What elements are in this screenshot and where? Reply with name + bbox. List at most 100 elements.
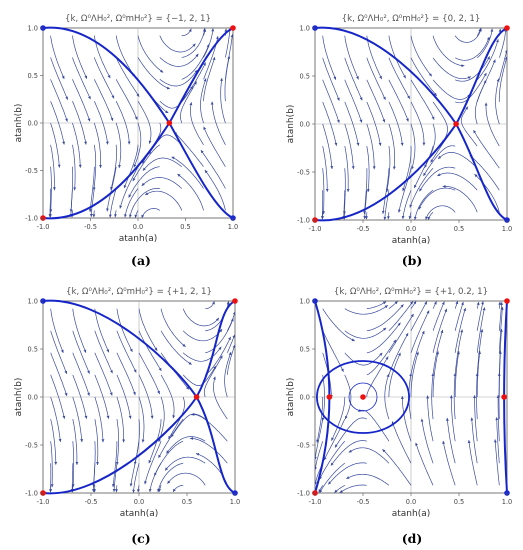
stream-arrow	[190, 437, 193, 440]
streamline	[170, 413, 206, 438]
streamline	[388, 101, 403, 146]
streamline	[133, 122, 142, 168]
stream-arrow	[463, 308, 467, 312]
stream-arrow	[212, 301, 215, 305]
streamline	[157, 462, 184, 493]
streamline	[366, 123, 375, 170]
streamline	[173, 131, 204, 167]
streamline	[137, 57, 170, 90]
stream-arrow	[385, 188, 389, 192]
stream-arrow	[392, 166, 396, 170]
streamline	[160, 374, 175, 419]
streamline	[469, 154, 500, 191]
separatrix-curve	[168, 27, 234, 124]
stream-arrow	[232, 334, 235, 338]
stream-arrow	[53, 187, 56, 191]
streamline	[137, 101, 152, 144]
streamline	[177, 173, 204, 211]
streamline	[89, 166, 95, 213]
stream-arrow	[122, 439, 126, 443]
stream-arrow	[413, 216, 417, 220]
streamline	[366, 101, 381, 146]
separatrix-curve	[455, 27, 508, 125]
stream-arrow	[132, 489, 136, 493]
stream-arrow	[160, 69, 164, 73]
streamline	[431, 373, 434, 420]
stream-arrow	[141, 182, 145, 186]
stream-arrow	[474, 174, 478, 178]
streamline	[497, 395, 500, 442]
stream-arrow	[218, 346, 222, 350]
stream-arrow	[127, 141, 131, 145]
stream-arrow	[467, 76, 471, 80]
streamline	[344, 146, 349, 192]
stream-arrow	[92, 214, 96, 218]
x-tick-label: -1.0	[37, 223, 50, 231]
streamline	[410, 35, 433, 77]
stream-arrow	[414, 184, 417, 188]
y-tick-label: -0.5	[25, 441, 38, 449]
stream-arrow	[203, 78, 207, 82]
streamline	[72, 374, 87, 419]
streamline	[388, 57, 411, 99]
streamline	[432, 301, 445, 331]
stream-arrow	[71, 484, 75, 488]
stream-arrow	[455, 301, 459, 305]
stream-arrow	[319, 489, 323, 493]
streamline	[343, 168, 346, 215]
streamline	[471, 417, 478, 464]
streamline	[344, 35, 359, 80]
streamline	[115, 101, 130, 145]
fixed-point-red	[453, 121, 459, 127]
streamline	[50, 441, 53, 488]
stream-arrow	[434, 301, 437, 305]
streamline	[498, 56, 507, 102]
stream-arrow	[410, 301, 413, 305]
stream-arrow	[110, 370, 113, 374]
streamline	[93, 57, 115, 99]
inner-orbit	[348, 382, 378, 412]
streamline	[454, 329, 463, 375]
x-tick-label: 1.0	[502, 225, 513, 233]
stream-arrow	[182, 343, 186, 347]
x-tick-label: 1.0	[502, 498, 513, 506]
stream-arrow	[60, 349, 64, 353]
stream-arrow	[118, 164, 121, 168]
panel-caption: (b)	[402, 253, 423, 268]
streamline	[410, 57, 437, 97]
x-tick-label: 0.5	[182, 498, 193, 506]
stream-arrow	[141, 214, 145, 218]
streamline	[200, 149, 226, 189]
y-tick-label: -0.5	[25, 167, 38, 175]
stream-arrow	[473, 130, 477, 134]
stream-arrow	[132, 177, 136, 182]
stream-arrow	[440, 329, 444, 334]
streamline	[402, 190, 412, 220]
stream-arrow	[109, 392, 113, 396]
stream-arrow	[410, 313, 414, 318]
x-tick-label: -0.5	[357, 498, 370, 506]
x-tick-label: 0.0	[406, 225, 417, 233]
stream-arrow	[484, 102, 488, 106]
y-tick-label: 0.5	[300, 72, 311, 80]
streamline	[115, 79, 138, 120]
fixed-point-red	[360, 394, 366, 400]
streamline	[113, 463, 118, 492]
y-axis-label: atanh(b)	[14, 378, 24, 417]
streamline	[164, 456, 206, 471]
panel-d: -1.0 -0.5 0.0 0.5 1.0 -1.0 -0.5 0.0 0.5 1.0 {k, Ω⁰…	[286, 287, 512, 546]
streamline	[343, 190, 346, 219]
streamline	[410, 123, 416, 170]
streamline	[93, 79, 114, 122]
streamline	[455, 56, 491, 82]
stream-arrow	[124, 214, 127, 218]
stream-arrow	[142, 167, 146, 171]
stream-arrow	[481, 301, 484, 305]
stream-arrow	[495, 417, 499, 421]
streamline	[49, 188, 51, 218]
stream-arrow	[330, 462, 334, 466]
stream-arrow	[348, 449, 352, 453]
streamline	[322, 123, 333, 170]
streamline	[159, 35, 196, 53]
x-tick-label: -0.5	[85, 498, 98, 506]
